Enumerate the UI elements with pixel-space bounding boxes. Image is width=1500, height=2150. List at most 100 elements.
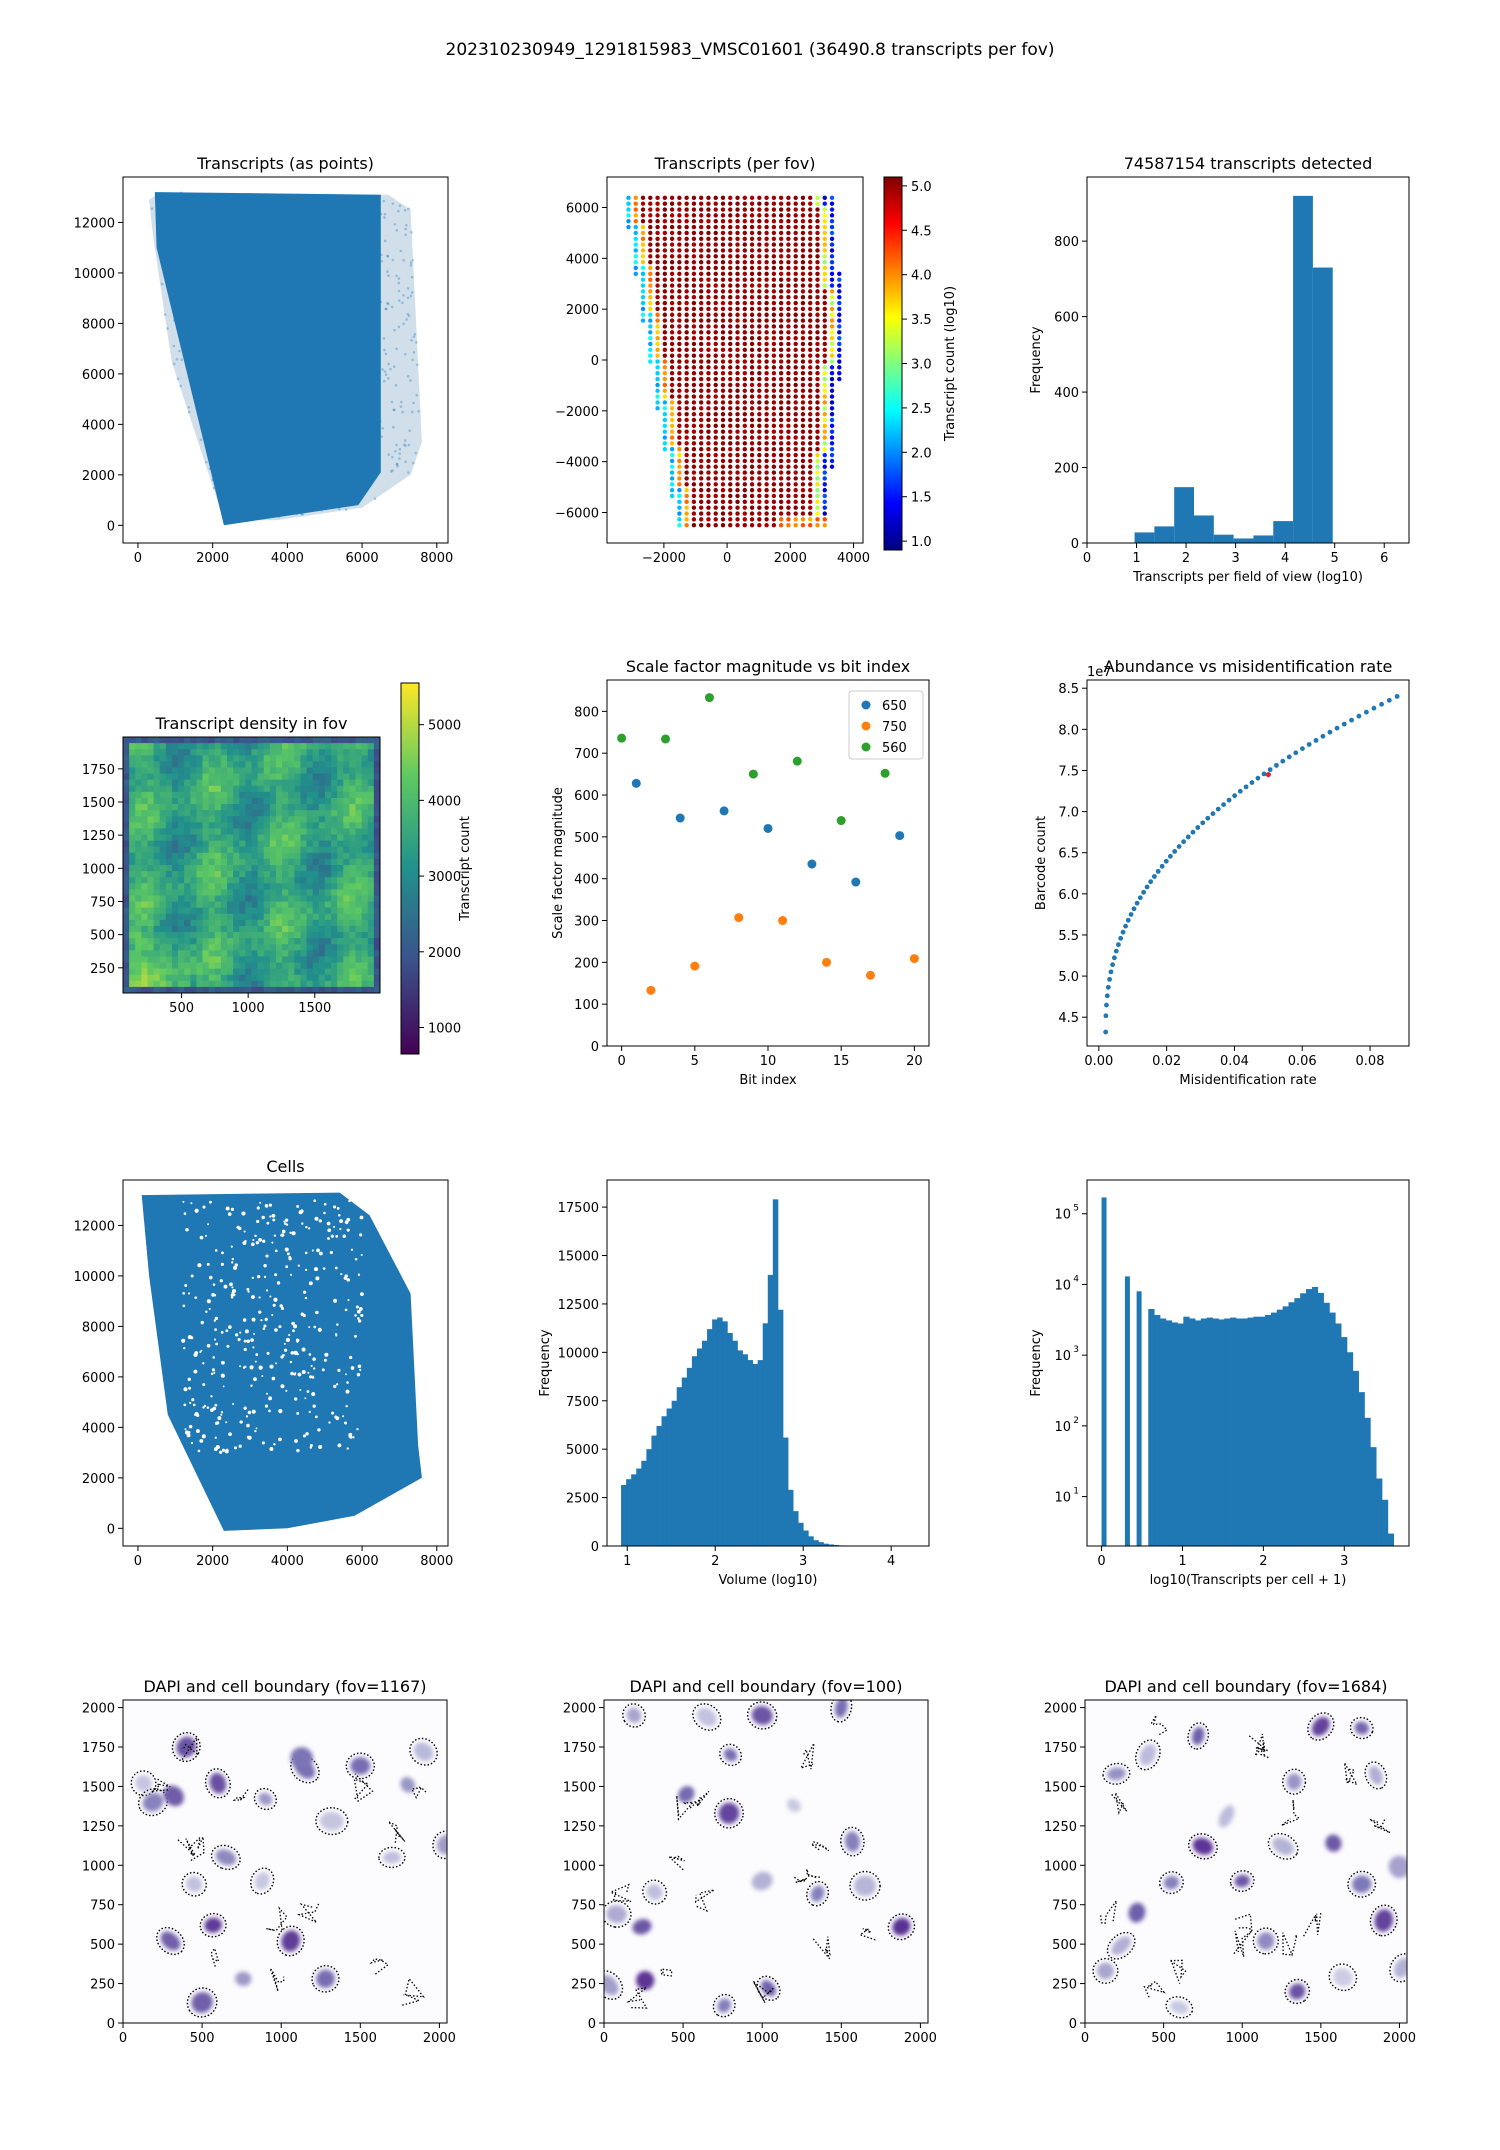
fov-mark: [786, 219, 791, 224]
fov-mark: [720, 277, 726, 282]
heatmap-cell: [196, 852, 204, 860]
cell-gap: [230, 1245, 233, 1248]
fov-mark: [793, 259, 798, 265]
heatmap-cell: [300, 755, 308, 762]
axes-frame: [122, 176, 449, 544]
fov-mark: [771, 324, 777, 329]
fov-mark: [648, 341, 653, 347]
heatmap-cell: [343, 901, 351, 909]
heatmap-cell: [220, 761, 228, 769]
fov-mark: [728, 511, 733, 516]
heatmap-cell: [178, 950, 185, 958]
heatmap-cell: [123, 907, 130, 915]
heatmap-cell: [227, 822, 234, 830]
tpc-bar: [1352, 1370, 1359, 1546]
fov-mark: [669, 259, 675, 265]
axes-frame: [122, 1699, 448, 2024]
x-tick-label: 0: [134, 1554, 142, 1569]
heatmap-cell: [343, 865, 351, 872]
cell-gap: [246, 1339, 250, 1343]
heatmap-cell: [263, 944, 271, 951]
barcode-point: [1155, 868, 1161, 874]
tpc-bar: [1376, 1478, 1383, 1546]
fov-mark: [662, 330, 668, 335]
heatmap-cell: [251, 785, 259, 793]
nucleus-mark: [751, 1871, 773, 1891]
fov-mark: [684, 423, 689, 429]
volume-bar: [661, 1416, 668, 1546]
barcode-point: [1137, 895, 1143, 901]
heatmap-cell: [153, 816, 161, 823]
cell-boundary: [266, 1906, 288, 1932]
heatmap-cell: [220, 810, 228, 817]
heatmap-cell: [220, 852, 228, 860]
fov-mark: [706, 382, 711, 388]
nucleus-mark: [258, 1792, 273, 1806]
fov-mark: [691, 335, 697, 341]
heatmap-cell: [331, 956, 338, 964]
fov-mark: [742, 201, 747, 206]
fov-mark: [684, 230, 689, 236]
heatmap-cell: [269, 779, 277, 787]
heatmap-cell: [288, 913, 295, 921]
heatmap-cell: [367, 767, 375, 775]
fov-mark: [677, 230, 682, 236]
fov-mark: [837, 318, 842, 323]
heatmap-cell: [361, 871, 369, 878]
heatmap-cell: [361, 785, 369, 793]
barcode-point: [1108, 969, 1114, 975]
cell-gap: [336, 1207, 340, 1210]
cell-gap: [252, 1238, 255, 1242]
fov-mark: [728, 201, 733, 206]
heatmap-cell: [214, 944, 222, 951]
heatmap-cell: [214, 986, 222, 993]
fov-mark: [808, 224, 813, 230]
fov-mark: [706, 505, 711, 510]
cell-gap: [296, 1204, 300, 1208]
colorbar-tick-label: 4000: [428, 794, 461, 809]
heatmap-cell: [367, 889, 375, 897]
cell-gap: [346, 1447, 349, 1450]
heatmap-cell: [165, 749, 173, 756]
heatmap-cell: [257, 797, 265, 805]
fov-mark: [764, 201, 769, 206]
fov-mark: [815, 417, 820, 423]
fov-mark: [822, 423, 827, 429]
heatmap-cell: [263, 871, 271, 878]
fov-mark: [677, 429, 682, 434]
heatmap-cell: [337, 755, 344, 762]
y-tick-label: 6.0: [1058, 888, 1079, 903]
fov-mark: [728, 295, 733, 300]
fov-mark: [764, 330, 769, 335]
cell-gap: [316, 1248, 320, 1253]
heatmap-cell: [202, 871, 210, 878]
fov-mark: [786, 406, 791, 411]
fov-mark: [662, 394, 668, 399]
heatmap-cell: [171, 980, 179, 988]
heatmap-cell: [208, 901, 216, 909]
fov-mark: [728, 505, 733, 510]
nucleus-mark: [413, 1742, 434, 1762]
fov-mark: [786, 376, 791, 382]
fov-mark: [728, 324, 733, 329]
heatmap-cell: [324, 804, 332, 811]
fov-mark: [669, 452, 675, 458]
fov-mark: [764, 417, 769, 423]
fov-mark: [764, 458, 769, 464]
heatmap-cell: [233, 767, 240, 775]
heatmap-cell: [239, 840, 246, 848]
heatmap-cell: [257, 974, 265, 982]
cell-gap: [213, 1294, 217, 1297]
point-mark: [395, 347, 398, 351]
heatmap-cell: [233, 816, 240, 823]
heatmap-cell: [208, 785, 216, 793]
fov-mark: [800, 224, 806, 230]
fov-mark: [815, 353, 820, 358]
heatmap-cell: [337, 950, 344, 958]
fov-mark: [749, 219, 755, 224]
barcode-point: [1172, 848, 1178, 854]
fov-mark: [691, 452, 697, 458]
heatmap-cell: [263, 785, 271, 793]
heatmap-cell: [263, 925, 271, 933]
cell-gap: [243, 1347, 247, 1352]
